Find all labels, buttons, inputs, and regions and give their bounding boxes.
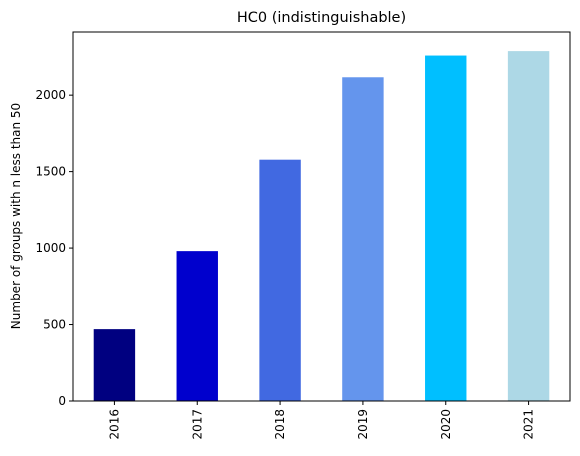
- bar-2016: [93, 329, 136, 401]
- y-axis-label: Number of groups with n less than 50: [9, 103, 23, 329]
- x-tick-label-2021: 2021: [522, 409, 536, 440]
- x-tick-label-2017: 2017: [190, 409, 204, 440]
- x-tick-label-2020: 2020: [439, 409, 453, 440]
- y-tick-label-2000: 2000: [35, 88, 66, 102]
- chart-title: HC0 (indistinguishable): [237, 10, 406, 26]
- x-tick-label-2016: 2016: [107, 409, 121, 440]
- bar-2018: [259, 159, 301, 401]
- y-tick-label-1000: 1000: [35, 241, 66, 255]
- bar-2021: [507, 51, 550, 402]
- x-tick-label-2019: 2019: [356, 409, 370, 440]
- bar-2020: [425, 55, 467, 402]
- plot-frame: [72, 31, 571, 402]
- y-tick-label-0: 0: [58, 394, 66, 408]
- y-axis-ticks: 0 500 1000 1500 2000: [35, 88, 73, 408]
- x-axis-ticks: 2016 2017 2018 2019 2020 2021: [107, 401, 536, 440]
- bar-2019: [342, 77, 384, 401]
- x-tick-label-2018: 2018: [273, 409, 287, 440]
- y-tick-label-500: 500: [43, 318, 66, 332]
- y-tick-label-1500: 1500: [35, 165, 66, 179]
- bars-group: [93, 51, 550, 402]
- bar-2017: [176, 251, 218, 401]
